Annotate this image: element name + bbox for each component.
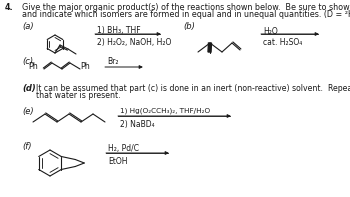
Text: (c): (c)	[22, 57, 33, 66]
Text: that water is present.: that water is present.	[36, 91, 121, 100]
Text: 1) Hg(O₂CCH₃)₂, THF/H₂O: 1) Hg(O₂CCH₃)₂, THF/H₂O	[120, 107, 210, 113]
Text: (a): (a)	[22, 22, 34, 31]
Text: Ph: Ph	[28, 62, 38, 71]
Text: It can be assumed that part (c) is done in an inert (non-reactive) solvent.  Rep: It can be assumed that part (c) is done …	[36, 84, 350, 93]
Text: 1) BH₃, THF: 1) BH₃, THF	[97, 26, 141, 35]
Text: (b): (b)	[183, 22, 195, 31]
Text: and indicate which isomers are formed in equal and in unequal quantities. (D = ²: and indicate which isomers are formed in…	[22, 10, 350, 19]
Text: H₂, Pd/C: H₂, Pd/C	[108, 144, 139, 153]
Text: 2) H₂O₂, NaOH, H₂O: 2) H₂O₂, NaOH, H₂O	[97, 38, 172, 47]
Text: 2) NaBD₄: 2) NaBD₄	[120, 120, 155, 129]
Text: (d): (d)	[22, 84, 36, 93]
Text: Give the major organic product(s) of the reactions shown below.  Be sure to show: Give the major organic product(s) of the…	[22, 3, 350, 12]
Text: 4.: 4.	[5, 3, 14, 12]
Text: (f): (f)	[22, 142, 32, 151]
Text: H₂O: H₂O	[263, 27, 278, 36]
Text: EtOH: EtOH	[108, 157, 127, 166]
Text: cat. H₂SO₄: cat. H₂SO₄	[263, 38, 302, 47]
Text: (e): (e)	[22, 107, 34, 116]
Text: Br₂: Br₂	[107, 57, 119, 66]
Polygon shape	[208, 43, 211, 52]
Text: Ph: Ph	[80, 62, 90, 71]
